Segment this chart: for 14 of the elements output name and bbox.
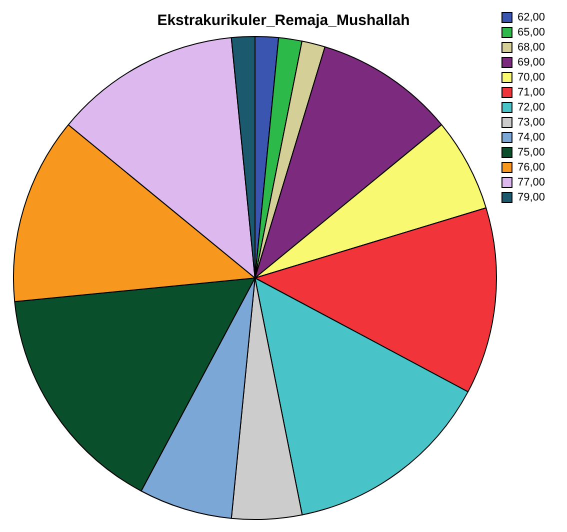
legend-label: 75,00 [517, 146, 546, 159]
legend-label: 77,00 [517, 176, 546, 189]
legend-label: 65,00 [517, 26, 546, 39]
legend-label: 62,00 [517, 12, 546, 24]
chart-title: Ekstrakurikuler_Remaja_Mushallah [157, 12, 410, 30]
legend-label: 68,00 [517, 42, 546, 54]
legend-label: 79,00 [517, 192, 546, 204]
legend-label: 73,00 [517, 116, 546, 129]
legend-label: 76,00 [517, 162, 546, 174]
legend-label: 70,00 [517, 72, 546, 84]
legend-label: 74,00 [517, 132, 546, 144]
legend-label: 72,00 [517, 102, 546, 114]
legend-label: 69,00 [517, 56, 546, 69]
legend-label: 71,00 [517, 86, 546, 99]
